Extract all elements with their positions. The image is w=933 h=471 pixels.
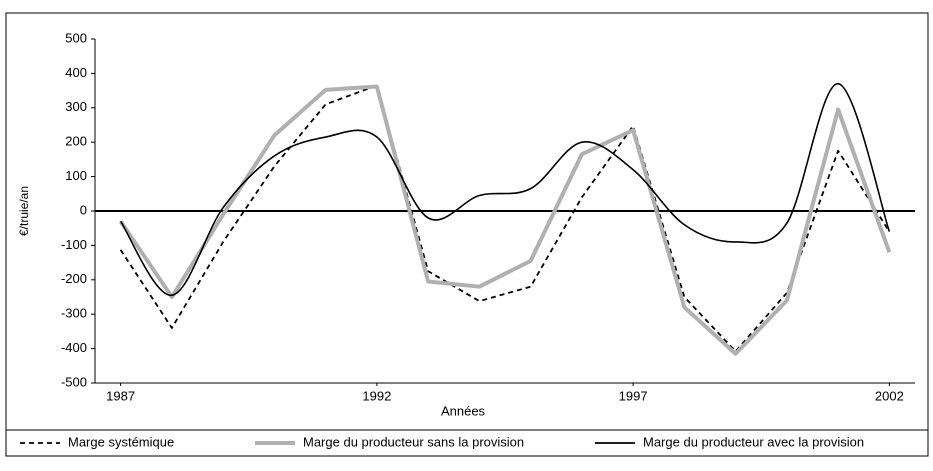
legend-box xyxy=(5,429,929,457)
x-tick-label: 1987 xyxy=(106,388,135,403)
frame xyxy=(5,12,929,431)
y-tick-label: -200 xyxy=(61,271,87,286)
y-tick-label: -400 xyxy=(61,340,87,355)
legend-label: Marge du producteur avec la provision xyxy=(643,434,864,449)
y-tick-label: 0 xyxy=(80,202,87,217)
x-tick-label: 1997 xyxy=(619,388,648,403)
y-tick-label: 300 xyxy=(65,99,87,114)
y-tick-label: -300 xyxy=(61,306,87,321)
y-axis-label: €/truie/an xyxy=(17,186,31,236)
y-tick-label: -100 xyxy=(61,237,87,252)
y-tick-label: -500 xyxy=(61,374,87,389)
y-tick-label: 200 xyxy=(65,134,87,149)
x-axis-label: Années xyxy=(441,403,486,418)
legend-label: Marge systémique xyxy=(68,434,174,449)
legend-label: Marge du producteur sans la provision xyxy=(303,434,524,449)
series-line xyxy=(119,82,891,297)
y-tick-label: 400 xyxy=(65,65,87,80)
x-tick-label: 2002 xyxy=(875,388,904,403)
series-line xyxy=(118,84,892,356)
x-tick-label: 1992 xyxy=(362,388,391,403)
series-line xyxy=(119,84,891,353)
y-tick-label: 500 xyxy=(65,30,87,45)
y-tick-label: 100 xyxy=(65,168,87,183)
